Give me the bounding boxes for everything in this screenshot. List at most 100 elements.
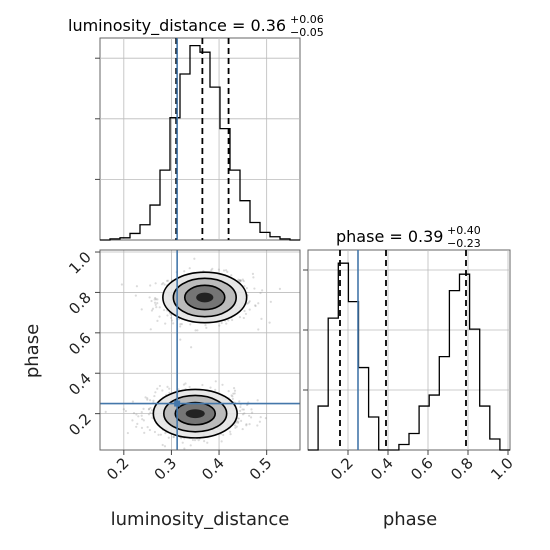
scatter-point xyxy=(126,431,129,435)
scatter-point xyxy=(147,413,151,416)
scatter-point xyxy=(239,405,242,409)
title-phase: phase = 0.39 xyxy=(336,227,443,246)
scatter-point xyxy=(147,408,151,411)
scatter-point xyxy=(142,419,145,422)
scatter-point xyxy=(220,321,223,325)
scatter-point xyxy=(196,329,199,332)
scatter-point xyxy=(201,383,204,387)
x-tick-label-ld: 0.4 xyxy=(198,454,228,484)
scatter-point xyxy=(245,424,248,427)
hist-ld-grid xyxy=(100,38,300,240)
scatter-point xyxy=(226,270,229,274)
y-tick-label-phase: 0.4 xyxy=(65,369,95,399)
scatter-point xyxy=(248,308,251,311)
ylabel-phase: phase xyxy=(22,324,43,378)
scatter-point xyxy=(142,407,145,410)
scatter-point xyxy=(248,414,251,417)
scatter-point xyxy=(241,278,244,281)
scatter-point xyxy=(165,279,169,282)
scatter-point xyxy=(154,303,157,306)
scatter-point xyxy=(259,291,262,295)
scatter-point xyxy=(231,395,234,398)
scatter-point xyxy=(225,322,228,325)
title-ld-base: luminosity_distance = 0.36 xyxy=(68,16,286,36)
panel-2d-frame xyxy=(99,249,301,451)
scatter-point xyxy=(154,298,158,301)
scatter-point xyxy=(155,306,158,309)
scatter-point xyxy=(164,432,167,435)
scatter-point xyxy=(148,296,151,299)
scatter-point xyxy=(227,319,230,322)
scatter-point xyxy=(122,408,125,411)
scatter-point xyxy=(242,280,245,283)
scatter-point xyxy=(140,308,143,311)
panel-phase-hist: 0.2 0.4 0.6 0.8 1.0 phase = 0.39 +0.40 −0.23 xyxy=(303,224,517,484)
scatter-point xyxy=(210,269,213,272)
panel-luminosity-distance-hist: luminosity_distance = 0.36 +0.06 −0.05 xyxy=(68,13,324,241)
scatter-point xyxy=(183,270,186,273)
y-ticks-phase: 0.2 0.4 0.6 0.8 1.0 xyxy=(65,248,100,439)
scatter-point xyxy=(249,416,253,419)
scatter-point xyxy=(162,282,165,285)
scatter-point xyxy=(214,388,217,391)
scatter-point xyxy=(221,383,224,386)
scatter-point xyxy=(153,394,156,398)
scatter-point xyxy=(134,294,137,297)
scatter-point xyxy=(156,302,159,305)
scatter-point xyxy=(231,318,234,322)
scatter-point xyxy=(245,403,249,407)
scatter-point xyxy=(158,384,162,388)
hist-phase-step xyxy=(308,262,510,451)
scatter-point xyxy=(140,414,143,417)
scatter-point xyxy=(104,410,107,413)
scatter-point xyxy=(181,441,184,444)
scatter-point xyxy=(230,394,233,397)
scatter-point xyxy=(237,417,241,420)
scatter-point xyxy=(153,301,157,304)
scatter-point xyxy=(150,299,153,303)
hist-phase-series xyxy=(308,262,510,451)
scatter-point xyxy=(131,419,134,422)
scatter-point xyxy=(135,285,139,288)
scatter-point xyxy=(163,445,167,448)
xlabel-luminosity-distance: luminosity_distance xyxy=(111,509,290,530)
x-tick-label-phase: 0.2 xyxy=(327,454,357,484)
truth-lines-2d xyxy=(100,250,300,450)
density-contour xyxy=(163,394,228,433)
y-tick-label-phase: 0.2 xyxy=(65,410,95,440)
scatter-point xyxy=(239,280,242,283)
scatter-point xyxy=(149,328,152,331)
scatter-point xyxy=(135,425,138,428)
scatter-point xyxy=(197,439,200,442)
scatter-point xyxy=(132,412,136,415)
density-contour xyxy=(183,284,226,311)
scatter-point xyxy=(238,279,241,282)
density-fill-level xyxy=(196,292,214,303)
scatter-point xyxy=(188,385,191,389)
scatter-point xyxy=(148,428,151,432)
x-tick-label-phase: 0.8 xyxy=(447,454,477,484)
scatter-point xyxy=(242,408,246,411)
scatter-point xyxy=(166,314,169,317)
scatter-point xyxy=(241,408,244,411)
scatter-point xyxy=(140,426,144,429)
scatter-point xyxy=(179,325,182,328)
y-tick-label-phase: 0.6 xyxy=(65,329,95,359)
scatter-point xyxy=(190,346,193,349)
hist-ld-quantiles xyxy=(175,38,230,240)
scatter-point xyxy=(136,422,139,425)
scatter-point xyxy=(169,313,172,316)
title-ld-plus: +0.06 xyxy=(290,13,324,26)
x-ticks-phase: 0.2 0.4 0.6 0.8 1.0 xyxy=(327,450,517,484)
scatter-point xyxy=(170,319,174,322)
scatter-point xyxy=(156,387,159,390)
xlabel-phase: phase xyxy=(383,509,437,530)
scatter-point xyxy=(232,387,236,390)
scatter-point xyxy=(189,444,192,447)
scatter-point xyxy=(264,417,267,420)
scatter-point xyxy=(220,440,223,443)
scatter-point xyxy=(237,420,240,423)
density-contour xyxy=(172,277,237,318)
scatter-point xyxy=(248,300,251,303)
